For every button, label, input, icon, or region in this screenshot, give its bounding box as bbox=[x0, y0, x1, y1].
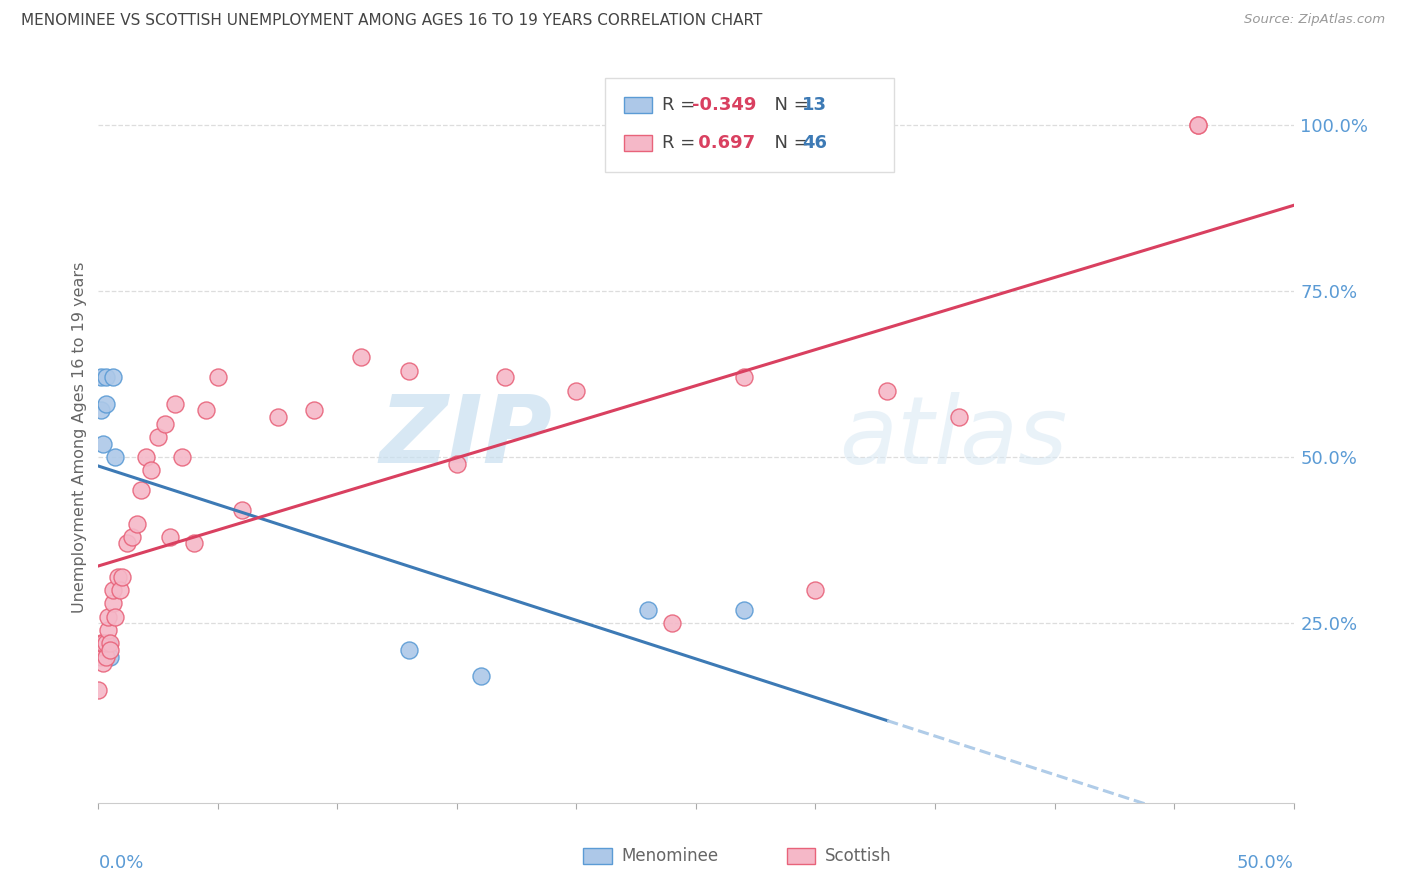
Point bbox=[637, 603, 659, 617]
Point bbox=[111, 570, 134, 584]
Text: R =: R = bbox=[662, 134, 700, 152]
Point bbox=[131, 483, 153, 498]
Point bbox=[94, 636, 117, 650]
Point bbox=[135, 450, 157, 464]
Point bbox=[172, 450, 194, 464]
Point bbox=[398, 363, 420, 377]
Y-axis label: Unemployment Among Ages 16 to 19 years: Unemployment Among Ages 16 to 19 years bbox=[72, 261, 87, 613]
Point bbox=[98, 643, 122, 657]
Text: 0.697: 0.697 bbox=[693, 134, 755, 152]
Point bbox=[97, 609, 120, 624]
Point bbox=[148, 430, 170, 444]
Point bbox=[107, 570, 129, 584]
Point bbox=[115, 536, 138, 550]
Point bbox=[97, 636, 120, 650]
Point bbox=[1187, 118, 1209, 132]
Point bbox=[350, 351, 373, 365]
Point bbox=[194, 403, 218, 417]
Point bbox=[155, 417, 177, 431]
Text: 0.0%: 0.0% bbox=[98, 854, 143, 872]
Point bbox=[183, 536, 205, 550]
Text: 46: 46 bbox=[801, 134, 827, 152]
Point bbox=[661, 616, 683, 631]
Point bbox=[91, 436, 114, 450]
Point bbox=[94, 370, 117, 384]
Point bbox=[98, 636, 122, 650]
Point bbox=[90, 403, 112, 417]
Text: N =: N = bbox=[762, 134, 814, 152]
Point bbox=[207, 370, 229, 384]
Point bbox=[87, 682, 110, 697]
Point bbox=[90, 649, 112, 664]
Text: Scottish: Scottish bbox=[825, 847, 891, 865]
Text: MENOMINEE VS SCOTTISH UNEMPLOYMENT AMONG AGES 16 TO 19 YEARS CORRELATION CHART: MENOMINEE VS SCOTTISH UNEMPLOYMENT AMONG… bbox=[21, 13, 762, 29]
Point bbox=[101, 596, 124, 610]
Point bbox=[1187, 118, 1209, 132]
Text: R =: R = bbox=[662, 95, 700, 113]
Point bbox=[302, 403, 325, 417]
Point bbox=[231, 503, 253, 517]
Point bbox=[121, 530, 143, 544]
Point bbox=[104, 450, 127, 464]
Point bbox=[98, 649, 122, 664]
Point bbox=[108, 582, 131, 597]
Text: ZIP: ZIP bbox=[380, 391, 553, 483]
Point bbox=[91, 656, 114, 670]
Point bbox=[101, 370, 124, 384]
Point bbox=[91, 636, 114, 650]
Point bbox=[446, 457, 468, 471]
Point bbox=[733, 370, 755, 384]
Point bbox=[125, 516, 148, 531]
Point bbox=[94, 649, 117, 664]
Text: 50.0%: 50.0% bbox=[1237, 854, 1294, 872]
Text: 13: 13 bbox=[801, 95, 827, 113]
Point bbox=[101, 582, 124, 597]
Point bbox=[159, 530, 181, 544]
Point bbox=[733, 603, 755, 617]
Point bbox=[97, 623, 120, 637]
Point bbox=[948, 410, 970, 425]
Point bbox=[565, 384, 588, 398]
Point bbox=[267, 410, 290, 425]
Point bbox=[139, 463, 162, 477]
Text: atlas: atlas bbox=[839, 392, 1067, 483]
Point bbox=[494, 370, 516, 384]
Text: -0.349: -0.349 bbox=[693, 95, 756, 113]
Point bbox=[398, 643, 420, 657]
Point bbox=[804, 582, 827, 597]
Text: N =: N = bbox=[762, 95, 814, 113]
Text: Source: ZipAtlas.com: Source: ZipAtlas.com bbox=[1244, 13, 1385, 27]
Point bbox=[94, 397, 117, 411]
Point bbox=[90, 636, 112, 650]
Point bbox=[470, 669, 492, 683]
Point bbox=[104, 609, 127, 624]
Text: Menominee: Menominee bbox=[621, 847, 718, 865]
Point bbox=[163, 397, 186, 411]
Point bbox=[90, 370, 112, 384]
Point bbox=[876, 384, 898, 398]
